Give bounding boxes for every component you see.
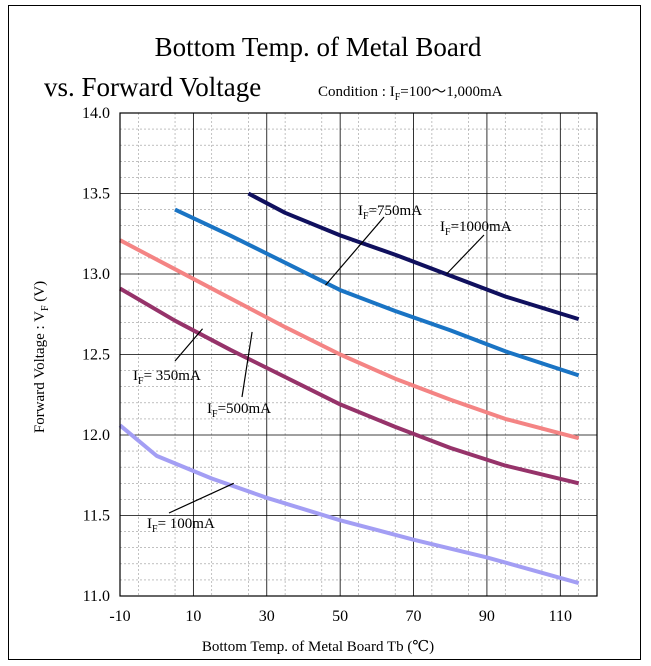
annotation-text: =1000mA [451, 219, 512, 235]
x-tick-label: -10 [109, 608, 130, 625]
condition-value: =100〜1,000mA [400, 84, 502, 100]
annotation-if-1000: IF=1000mA [440, 219, 512, 238]
annotation-leader-line [325, 216, 385, 286]
series-line [118, 286, 580, 486]
y-tick-label: 11.0 [83, 588, 110, 605]
annotation-if-100: IF= 100mA [147, 516, 215, 535]
major-grid [120, 113, 597, 596]
condition-symbol: I [390, 84, 395, 100]
annotation-if-500: IF=500mA [207, 401, 271, 420]
series-line [247, 191, 580, 322]
annotation-if-350: IF= 350mA [133, 368, 201, 387]
y-axis-title-sub: F [40, 305, 51, 311]
y-tick-label: 12.0 [82, 427, 110, 444]
annotation-symbol: I [207, 401, 212, 417]
y-axis-title-prefix: Forward Voltage : V [32, 311, 48, 433]
annotation-leader-line [174, 328, 204, 362]
series-line [118, 423, 580, 586]
y-tick-label: 12.5 [82, 347, 110, 364]
annotation-text: =750mA [369, 203, 423, 219]
chart-title-line2: vs. Forward Voltage [44, 72, 261, 102]
x-tick-label: 110 [549, 608, 572, 625]
x-axis-title: Bottom Temp. of Metal Board Tb (℃) [202, 639, 434, 655]
y-tick-label: 11.5 [83, 508, 110, 525]
annotation-sub: F [363, 211, 369, 222]
annotation-symbol: I [133, 368, 138, 384]
annotation-sub: F [138, 376, 144, 387]
x-tick-label: 10 [185, 608, 201, 625]
y-axis-title: Forward Voltage : VF (V) [32, 281, 51, 433]
chart-title-line1: Bottom Temp. of Metal Board [155, 32, 482, 62]
condition-text: Condition : IF=100〜1,000mA [318, 84, 503, 103]
plot-border [119, 112, 598, 597]
x-tick-label: 70 [406, 608, 422, 625]
annotation-if-750: IF=750mA [358, 203, 422, 222]
y-tick-label: 14.0 [82, 105, 110, 122]
annotation-text: = 100mA [158, 516, 215, 532]
annotation-sub: F [152, 524, 158, 535]
annotation-symbol: I [440, 219, 445, 235]
chart-frame [8, 5, 641, 660]
x-axis-tick-labels: -10 10 30 50 70 90 110 [109, 608, 572, 625]
annotation-leader-line [168, 482, 234, 514]
y-tick-label: 13.0 [82, 266, 110, 283]
annotation-text: =500mA [218, 401, 272, 417]
condition-sub: F [395, 92, 401, 103]
series-lines [118, 191, 580, 586]
x-tick-label: 90 [479, 608, 495, 625]
x-tick-label: 50 [332, 608, 348, 625]
series-line [174, 207, 580, 378]
annotation-sub: F [445, 227, 451, 238]
annotation-leader-line [446, 234, 485, 275]
annotation-symbol: I [147, 516, 152, 532]
x-tick-label: 30 [259, 608, 275, 625]
annotation-text: = 350mA [144, 368, 201, 384]
y-axis-title-suffix: (V) [32, 281, 48, 306]
annotation-sub: F [212, 409, 218, 420]
series-line [119, 238, 580, 441]
annotation-leaders [168, 216, 485, 514]
annotation-symbol: I [358, 203, 363, 219]
y-axis-tick-labels: 11.0 11.5 12.0 12.5 13.0 13.5 14.0 [82, 105, 110, 605]
y-tick-label: 13.5 [82, 186, 110, 203]
condition-label: Condition : [318, 84, 390, 100]
annotation-leader-line [241, 331, 253, 398]
